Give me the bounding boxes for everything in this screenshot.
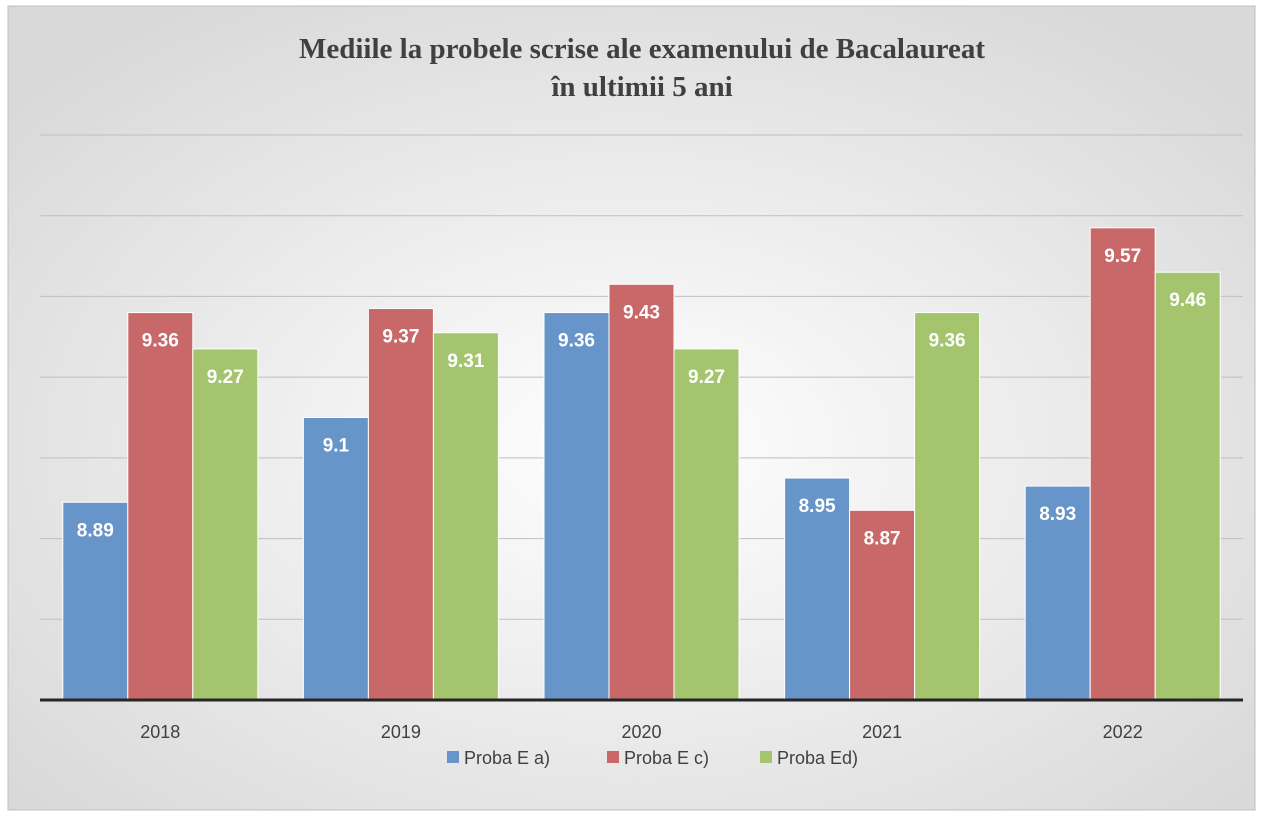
data-label: 9.57 (1104, 246, 1141, 267)
bar (1024, 485, 1091, 701)
data-label: 9.31 (447, 351, 484, 372)
data-label: 9.36 (142, 331, 179, 352)
data-label: 8.87 (864, 528, 901, 549)
bar (302, 417, 369, 701)
chart-title: Mediile la probele scrise ale examenului… (299, 33, 985, 65)
legend-swatch (760, 751, 772, 763)
legend-label: Proba Ed) (777, 748, 858, 768)
bar (849, 509, 916, 701)
bar (784, 477, 851, 701)
x-tick-label: 2022 (1103, 722, 1143, 742)
bar (432, 332, 499, 701)
bar (1089, 227, 1156, 701)
bar (673, 348, 740, 701)
data-label: 8.89 (77, 520, 114, 541)
chart-title: în ultimii 5 ani (550, 71, 732, 103)
data-label: 9.43 (623, 302, 660, 323)
x-tick-label: 2021 (862, 722, 902, 742)
data-label: 9.37 (382, 327, 419, 348)
x-tick-label: 2019 (381, 722, 421, 742)
x-tick-label: 2018 (140, 722, 180, 742)
data-label: 9.36 (558, 331, 595, 352)
bar (1154, 271, 1221, 701)
legend-swatch (447, 751, 459, 763)
bar (914, 312, 981, 701)
bar (192, 348, 259, 701)
bar (543, 312, 610, 701)
data-label: 9.36 (929, 331, 966, 352)
data-label: 9.27 (688, 367, 725, 388)
data-label: 9.46 (1169, 290, 1206, 311)
bar (608, 283, 675, 701)
data-label: 8.93 (1039, 504, 1076, 525)
bar (367, 308, 434, 701)
data-label: 9.1 (323, 436, 350, 457)
data-label: 9.27 (207, 367, 244, 388)
legend-label: Proba E a) (464, 748, 550, 768)
legend-label: Proba E c) (624, 748, 709, 768)
bar (62, 501, 129, 701)
x-tick-label: 2020 (621, 722, 661, 742)
legend-swatch (607, 751, 619, 763)
bar (127, 312, 194, 701)
data-label: 8.95 (799, 496, 836, 517)
